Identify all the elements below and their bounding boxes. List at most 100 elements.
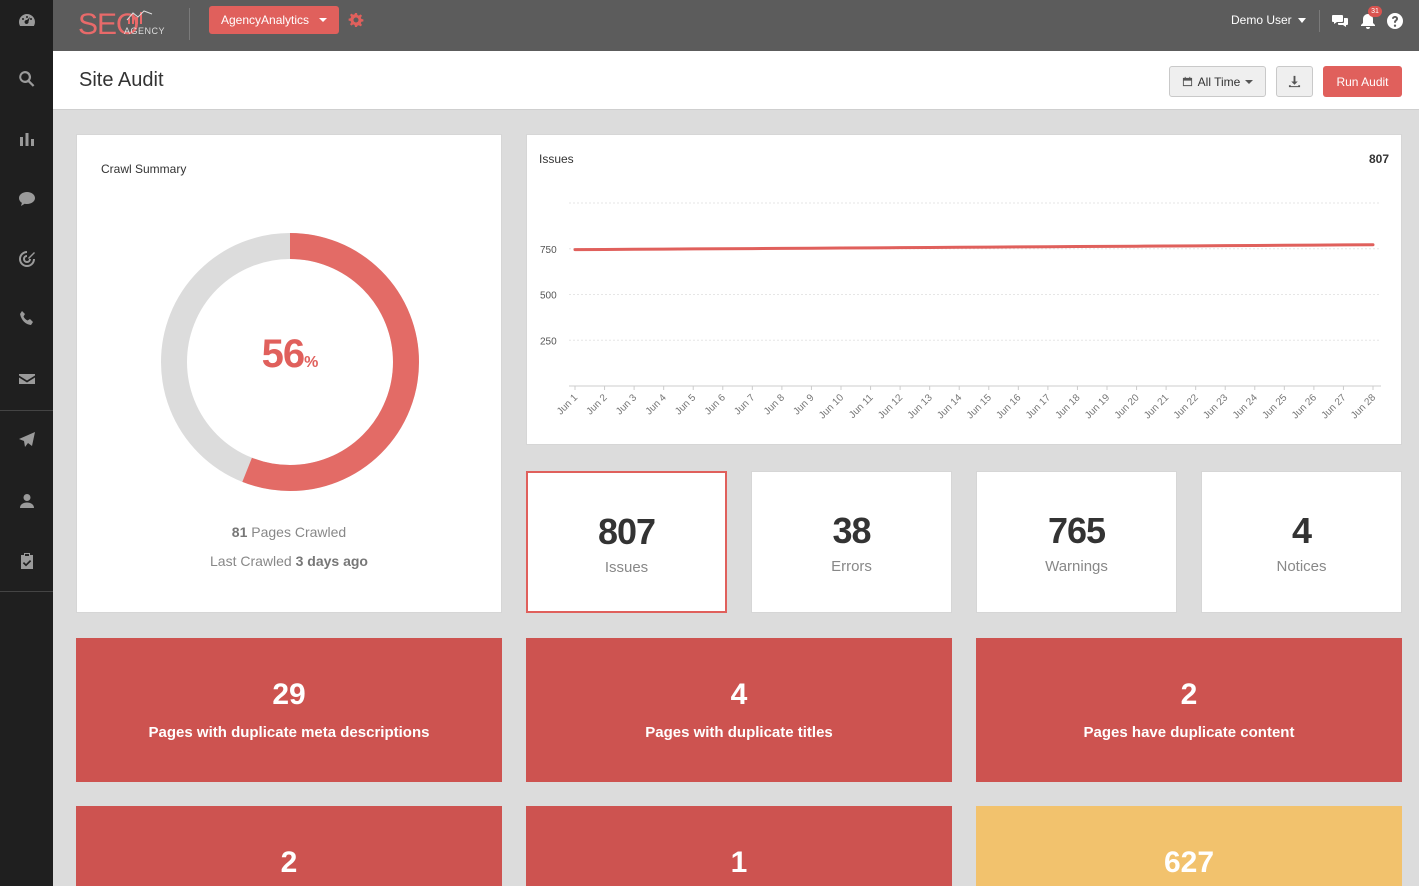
x-tick-label: Jun 8	[762, 392, 787, 417]
stat-card-warnings[interactable]: 765 Warnings	[976, 471, 1177, 613]
x-tick-label: Jun 18	[1054, 392, 1083, 421]
last-crawled-value: 3 days ago	[295, 553, 368, 569]
gear-icon[interactable]	[348, 12, 364, 28]
stat-value: 807	[597, 511, 656, 552]
tile-value: 2	[1180, 678, 1198, 711]
paper-plane-icon[interactable]	[0, 420, 53, 460]
x-tick-label: Jun 14	[935, 392, 964, 421]
y-tick-label: 250	[540, 336, 557, 347]
tile-label: Pages with duplicate meta descriptions	[148, 724, 430, 741]
time-range-button[interactable]: All Time	[1169, 66, 1266, 97]
x-tick-label: Jun 13	[906, 392, 935, 421]
series-line	[573, 243, 1375, 252]
bar-chart-icon[interactable]	[0, 119, 53, 159]
issue-tile[interactable]: 1	[526, 806, 952, 886]
notification-badge: 31	[1368, 6, 1382, 17]
issues-chart-card: Issues 807 250 500 750 Jun 1 Jun 2 Jun 3 Jun 4…	[526, 134, 1402, 445]
brand-logo[interactable]: SEO AGENCY	[78, 6, 174, 42]
sidebar-divider	[0, 591, 53, 592]
top-bar: SEO AGENCY AgencyAnalytics Demo User 31	[53, 0, 1419, 51]
chevron-down-icon	[1297, 17, 1306, 23]
issue-tile[interactable]: 2	[76, 806, 502, 886]
user-menu[interactable]: Demo User	[1231, 13, 1306, 27]
pages-crawled-label: Pages Crawled	[247, 524, 347, 540]
x-tick-label: Jun 10	[817, 392, 846, 421]
issue-tile-duplicate-content[interactable]: 2 Pages have duplicate content	[976, 638, 1402, 782]
x-tick-label: Jun 9	[791, 392, 816, 417]
page-title: Site Audit	[79, 69, 164, 91]
topbar-divider	[189, 8, 190, 40]
messages-icon[interactable]	[1331, 12, 1349, 30]
sidebar-divider	[0, 410, 53, 411]
pages-crawled-text: 81 Pages Crawled	[77, 524, 501, 540]
logo-subtext: AGENCY	[124, 26, 166, 36]
x-tick-label: Jun 4	[644, 392, 669, 417]
crawl-progress-donut	[161, 233, 419, 491]
logo-bars-graphic	[126, 10, 153, 24]
chevron-down-icon	[1245, 79, 1254, 84]
chevron-down-icon	[319, 18, 327, 22]
phone-icon[interactable]	[0, 299, 53, 339]
download-icon	[1288, 75, 1301, 88]
stat-label: Warnings	[1045, 558, 1108, 575]
crawl-summary-card: Crawl Summary 56% 81 Pages Crawled Last …	[76, 134, 502, 613]
user-name: Demo User	[1231, 13, 1292, 27]
stat-value: 765	[1047, 510, 1106, 551]
client-selector-label: AgencyAnalytics	[221, 13, 310, 27]
chart-total: 807	[1368, 152, 1389, 166]
logo-text: SEO	[78, 8, 139, 41]
run-audit-button[interactable]: Run Audit	[1323, 66, 1402, 97]
clipboard-check-icon[interactable]	[0, 541, 53, 581]
search-icon[interactable]	[0, 59, 53, 99]
last-crawled-text: Last Crawled 3 days ago	[77, 553, 501, 569]
stat-label: Issues	[604, 559, 649, 576]
x-tick-label: Jun 11	[847, 392, 876, 421]
tile-value: 627	[1163, 846, 1215, 879]
help-icon[interactable]	[1386, 12, 1404, 30]
target-icon[interactable]	[0, 239, 53, 279]
x-tick-label: Jun 24	[1231, 392, 1260, 421]
stat-label: Errors	[831, 558, 872, 575]
topbar-divider	[1319, 10, 1320, 32]
x-tick-label: Jun 12	[876, 392, 905, 421]
x-tick-label: Jun 21	[1142, 392, 1171, 421]
chart-title: Issues	[539, 152, 574, 166]
x-tick-label: Jun 1	[555, 392, 580, 417]
calendar-icon	[1182, 76, 1192, 87]
issue-tile-duplicate-titles[interactable]: 4 Pages with duplicate titles	[526, 638, 952, 782]
stat-card-errors[interactable]: 38 Errors	[751, 471, 952, 613]
tile-value: 1	[730, 846, 748, 879]
warning-tile[interactable]: 627	[976, 806, 1402, 886]
x-tick-label: Jun 17	[1024, 392, 1053, 421]
x-tick-label: Jun 23	[1201, 392, 1230, 421]
chat-bubble-icon[interactable]	[0, 179, 53, 219]
download-button[interactable]	[1276, 66, 1313, 97]
page-header: Site Audit All Time Run Audit	[53, 51, 1419, 110]
tile-label: Pages have duplicate content	[1083, 724, 1295, 741]
x-tick-label: Jun 25	[1260, 392, 1289, 421]
bell-icon[interactable]	[1359, 12, 1377, 30]
issue-tile-duplicate-meta[interactable]: 29 Pages with duplicate meta description…	[76, 638, 502, 782]
stat-card-issues[interactable]: 807 Issues	[526, 471, 727, 613]
envelope-icon[interactable]	[0, 359, 53, 399]
pages-crawled-count: 81	[231, 524, 248, 540]
crawl-percent-sign: %	[304, 354, 319, 371]
y-tick-label: 750	[540, 245, 557, 256]
stat-card-notices[interactable]: 4 Notices	[1201, 471, 1402, 613]
last-crawled-prefix: Last Crawled	[210, 553, 296, 569]
x-tick-label: Jun 15	[965, 392, 994, 421]
stat-label: Notices	[1276, 558, 1327, 575]
x-tick-label: Jun 28	[1349, 392, 1378, 421]
x-tick-label: Jun 22	[1172, 392, 1201, 421]
dashboard-icon[interactable]	[0, 0, 53, 40]
crawl-percent-value: 56	[261, 332, 305, 376]
client-selector-button[interactable]: AgencyAnalytics	[209, 6, 339, 34]
sidebar	[0, 0, 53, 886]
tile-value: 4	[730, 678, 748, 711]
crawl-summary-title: Crawl Summary	[101, 162, 187, 176]
tile-value: 29	[272, 678, 306, 711]
tile-value: 2	[280, 846, 298, 879]
x-tick-label: Jun 6	[703, 392, 728, 417]
user-icon[interactable]	[0, 481, 53, 521]
